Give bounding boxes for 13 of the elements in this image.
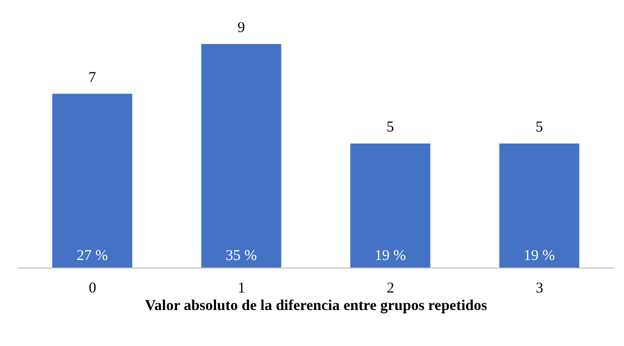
annotation: 35 % (226, 248, 257, 264)
annotation: 27 % (76, 248, 108, 264)
x-tick-label: 3 (536, 280, 544, 297)
annotation: 19 % (374, 248, 406, 264)
x-axis-title: Valor absoluto de la diferencia entre grupos repetidos (144, 298, 488, 314)
data-label: 9 (238, 20, 246, 36)
annotation: 19 % (524, 248, 555, 264)
x-tick-label: 1 (238, 280, 246, 297)
data-label: 5 (386, 120, 394, 136)
x-tick-label: 2 (386, 280, 394, 297)
data-label: 5 (536, 120, 544, 136)
data-label: 7 (88, 70, 97, 86)
x-tick-label: 0 (88, 280, 96, 297)
